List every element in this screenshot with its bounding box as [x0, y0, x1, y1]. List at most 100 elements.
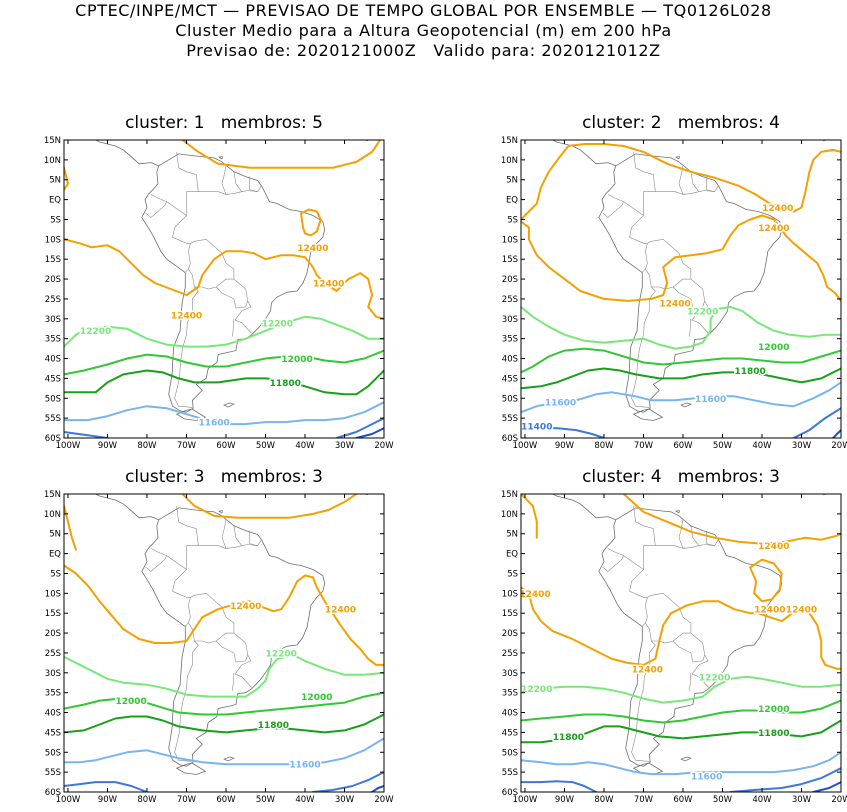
- contour-label: 11400: [521, 423, 552, 433]
- lon-tick-label: 40W: [295, 441, 315, 451]
- lat-tick-label: 15N: [501, 136, 518, 146]
- contour-label: 11800: [758, 729, 789, 739]
- contour-label: 12000: [758, 343, 789, 353]
- lat-tick-label: 10N: [44, 156, 61, 166]
- lat-tick-label: 20S: [45, 275, 61, 285]
- contour-11400: [792, 407, 841, 438]
- lon-tick-label: 50W: [256, 795, 276, 805]
- lat-tick-label: 20S: [502, 629, 518, 639]
- lon-tick-label: 100W: [513, 441, 538, 451]
- contour-label: 11800: [270, 379, 301, 389]
- lon-tick-label: 90W: [555, 795, 575, 805]
- lat-tick-label: 30S: [502, 315, 518, 325]
- lon-tick-label: 60W: [216, 795, 236, 805]
- lat-axis: 15N 10N 5N EQ 5S 10S 15S 20S 25S 30S 35S 40S 45S 50S 5…: [44, 136, 384, 444]
- lat-tick-label: 10N: [501, 510, 518, 520]
- contour-11400: [729, 767, 841, 792]
- lon-tick-label: 100W: [513, 795, 538, 805]
- contour-label: 11800: [258, 721, 289, 731]
- contour-12200: [64, 315, 384, 348]
- contour-11400: [64, 431, 109, 438]
- contour-label: 12400: [758, 224, 789, 234]
- lon-axis: 100W 90W 80W 70W 60W 50W 40W 30W 20W: [56, 140, 394, 451]
- contour-label: 11600: [695, 395, 726, 405]
- lon-tick-label: 20W: [374, 795, 394, 805]
- lat-tick-label: 60S: [502, 788, 518, 798]
- lon-tick-label: 80W: [137, 795, 157, 805]
- contour-label: 12000: [758, 705, 789, 715]
- lat-tick-label: 15S: [502, 609, 518, 619]
- lon-tick-label: 50W: [713, 795, 733, 805]
- contour-12000: [521, 347, 841, 374]
- map-frame: [63, 493, 385, 793]
- lat-tick-label: 45S: [502, 374, 518, 384]
- lon-tick-label: 100W: [56, 441, 81, 451]
- lat-tick-label: 15S: [45, 609, 61, 619]
- contour-label: 12200: [262, 319, 293, 329]
- lat-tick-label: EQ: [49, 196, 61, 206]
- lat-tick-label: 15N: [501, 490, 518, 500]
- lon-tick-label: 20W: [831, 795, 847, 805]
- contour-11200: [371, 785, 384, 792]
- lon-tick-label: 80W: [594, 795, 614, 805]
- contour-12000: [521, 699, 841, 724]
- contour-label: 12200: [266, 649, 297, 659]
- contour-label: 11600: [198, 419, 229, 429]
- contour-label: 11800: [553, 733, 584, 743]
- contour-12400: [64, 238, 384, 320]
- map-frame: [63, 139, 385, 439]
- contour-11400: [521, 427, 605, 438]
- contour-label: 12400: [519, 590, 550, 600]
- contour-labels: 12400 12400 12200 12000 12000 11800 11600: [114, 600, 358, 772]
- lon-tick-label: 90W: [98, 795, 118, 805]
- lat-axis: 15N 10N 5N EQ 5S 10S 15S 20S 25S 30S 35S 40S 45S 50S 5…: [501, 136, 841, 444]
- lon-tick-label: 70W: [634, 441, 654, 451]
- contour-label: 12400: [325, 606, 356, 616]
- contour-12400: [300, 208, 322, 237]
- lon-tick-label: 70W: [177, 441, 197, 451]
- lat-tick-label: 25S: [502, 295, 518, 305]
- lat-tick-label: 25S: [45, 649, 61, 659]
- contour-12000: [64, 349, 384, 376]
- contour-label: 12400: [786, 606, 817, 616]
- lat-tick-label: 10S: [45, 589, 61, 599]
- contour-label: 12200: [699, 673, 730, 683]
- contour-12200: [521, 675, 841, 704]
- lon-tick-label: 70W: [177, 795, 197, 805]
- contour-11400: [311, 771, 384, 792]
- lat-tick-label: 10S: [45, 235, 61, 245]
- contour-11600: [64, 737, 384, 766]
- map-panel-cluster-1: 12400 12400 12400 12200 12200 12000 11800 11600…: [44, 136, 394, 451]
- lon-tick-label: 80W: [594, 441, 614, 451]
- contour-label: 12400: [632, 665, 663, 675]
- contour-label: 11600: [691, 773, 722, 783]
- contour-label: 12400: [758, 542, 789, 552]
- lat-tick-label: 50S: [502, 394, 518, 404]
- contour-11200: [812, 781, 841, 792]
- lat-tick-label: 5S: [50, 569, 61, 579]
- lon-tick-label: 90W: [555, 441, 575, 451]
- contour-label: 12200: [687, 307, 718, 317]
- lat-tick-label: 60S: [502, 434, 518, 444]
- lat-tick-label: 50S: [502, 748, 518, 758]
- panel-2-title: cluster: 2 membros: 4: [582, 113, 780, 133]
- lat-tick-label: 30S: [45, 669, 61, 679]
- contour-labels: 12400 12400 12400 12200 12200 12000 11800 11600: [78, 242, 345, 430]
- header-line-1: CPTEC/INPE/MCT — PREVISAO DE TEMPO GLOBA…: [75, 1, 772, 20]
- coastlines: [551, 494, 828, 775]
- lat-tick-label: 10S: [502, 589, 518, 599]
- lat-tick-label: 55S: [45, 768, 61, 778]
- contour-12400: [521, 214, 841, 302]
- contour-11800: [64, 713, 384, 734]
- lon-tick-label: 90W: [98, 441, 118, 451]
- lat-tick-label: 5S: [507, 569, 518, 579]
- contour-12400: [181, 140, 381, 169]
- lon-axis: 100W 90W 80W 70W 60W 50W 40W 30W 20W: [513, 140, 847, 451]
- contour-11600: [521, 381, 841, 414]
- contour-lines: [64, 140, 384, 438]
- lat-tick-label: 45S: [45, 728, 61, 738]
- contour-label: 11600: [289, 761, 320, 771]
- contour-label: 12000: [281, 355, 312, 365]
